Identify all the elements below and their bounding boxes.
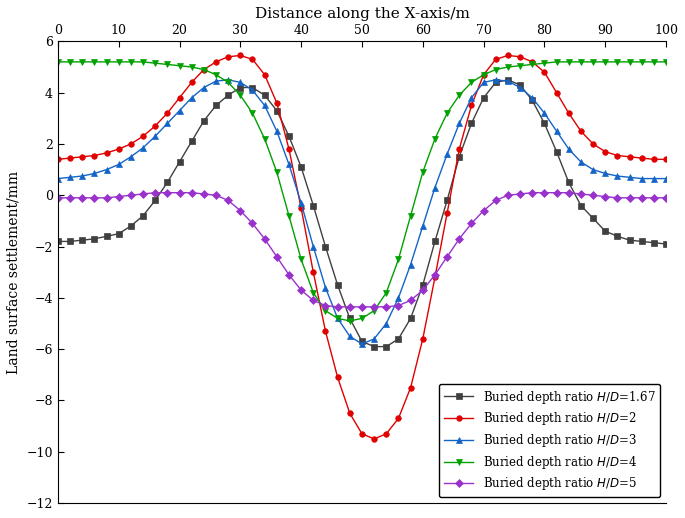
Buried depth ratio $H/D$=5 — [334, 304, 342, 310]
Buried depth ratio $H/D$=1.67 — [650, 240, 658, 246]
Buried depth ratio $H/D$=3 — [479, 79, 488, 85]
Buried depth ratio $H/D$=1.67 — [467, 120, 475, 126]
Buried depth ratio $H/D$=1.67 — [236, 84, 245, 91]
Legend: Buried depth ratio $H/D$=1.67, Buried depth ratio $H/D$=2, Buried depth ratio $H: Buried depth ratio $H/D$=1.67, Buried de… — [439, 384, 660, 497]
Buried depth ratio $H/D$=5 — [662, 195, 670, 201]
Buried depth ratio $H/D$=4 — [346, 318, 354, 324]
Buried depth ratio $H/D$=1.67 — [516, 82, 524, 88]
Buried depth ratio $H/D$=5 — [151, 190, 160, 196]
Buried depth ratio $H/D$=4 — [650, 59, 658, 65]
Buried depth ratio $H/D$=4 — [662, 59, 670, 65]
Line: Buried depth ratio $H/D$=3: Buried depth ratio $H/D$=3 — [54, 76, 669, 348]
Buried depth ratio $H/D$=4 — [236, 92, 245, 98]
Buried depth ratio $H/D$=1.67 — [503, 77, 512, 83]
Buried depth ratio $H/D$=2 — [260, 71, 269, 78]
Buried depth ratio $H/D$=2 — [662, 156, 670, 163]
Buried depth ratio $H/D$=4 — [249, 110, 257, 116]
Buried depth ratio $H/D$=3 — [662, 176, 670, 182]
Buried depth ratio $H/D$=5 — [249, 220, 257, 226]
Line: Buried depth ratio $H/D$=5: Buried depth ratio $H/D$=5 — [55, 190, 669, 310]
Line: Buried depth ratio $H/D$=1.67: Buried depth ratio $H/D$=1.67 — [54, 76, 669, 350]
Buried depth ratio $H/D$=3 — [224, 77, 232, 83]
Buried depth ratio $H/D$=4 — [188, 64, 196, 70]
Buried depth ratio $H/D$=1.67 — [188, 138, 196, 145]
Line: Buried depth ratio $H/D$=2: Buried depth ratio $H/D$=2 — [55, 53, 669, 442]
Buried depth ratio $H/D$=5 — [650, 195, 658, 201]
Buried depth ratio $H/D$=2 — [249, 56, 257, 63]
Buried depth ratio $H/D$=1.67 — [662, 241, 670, 247]
Buried depth ratio $H/D$=3 — [249, 87, 257, 93]
Buried depth ratio $H/D$=5 — [260, 236, 269, 242]
Buried depth ratio $H/D$=3 — [516, 84, 524, 91]
Buried depth ratio $H/D$=3 — [260, 103, 269, 109]
Buried depth ratio $H/D$=5 — [200, 191, 208, 197]
Buried depth ratio $H/D$=3 — [650, 176, 658, 182]
Buried depth ratio $H/D$=2 — [236, 52, 245, 59]
Buried depth ratio $H/D$=2 — [188, 79, 196, 85]
Buried depth ratio $H/D$=2 — [53, 156, 62, 163]
Buried depth ratio $H/D$=2 — [650, 156, 658, 163]
Buried depth ratio $H/D$=4 — [53, 59, 62, 65]
Buried depth ratio $H/D$=3 — [53, 176, 62, 182]
Buried depth ratio $H/D$=5 — [479, 208, 488, 214]
Buried depth ratio $H/D$=5 — [53, 195, 62, 201]
Buried depth ratio $H/D$=3 — [188, 95, 196, 101]
Buried depth ratio $H/D$=1.67 — [370, 343, 378, 350]
X-axis label: Distance along the X-axis/m: Distance along the X-axis/m — [255, 7, 469, 21]
Buried depth ratio $H/D$=2 — [479, 71, 488, 78]
Buried depth ratio $H/D$=2 — [370, 436, 378, 442]
Buried depth ratio $H/D$=1.67 — [249, 84, 257, 91]
Buried depth ratio $H/D$=2 — [516, 54, 524, 60]
Buried depth ratio $H/D$=4 — [503, 64, 512, 70]
Buried depth ratio $H/D$=3 — [358, 341, 366, 347]
Buried depth ratio $H/D$=5 — [516, 191, 524, 197]
Line: Buried depth ratio $H/D$=4: Buried depth ratio $H/D$=4 — [54, 59, 669, 324]
Buried depth ratio $H/D$=1.67 — [53, 238, 62, 244]
Buried depth ratio $H/D$=4 — [467, 79, 475, 85]
Y-axis label: Land surface settlement/mm: Land surface settlement/mm — [7, 170, 21, 374]
